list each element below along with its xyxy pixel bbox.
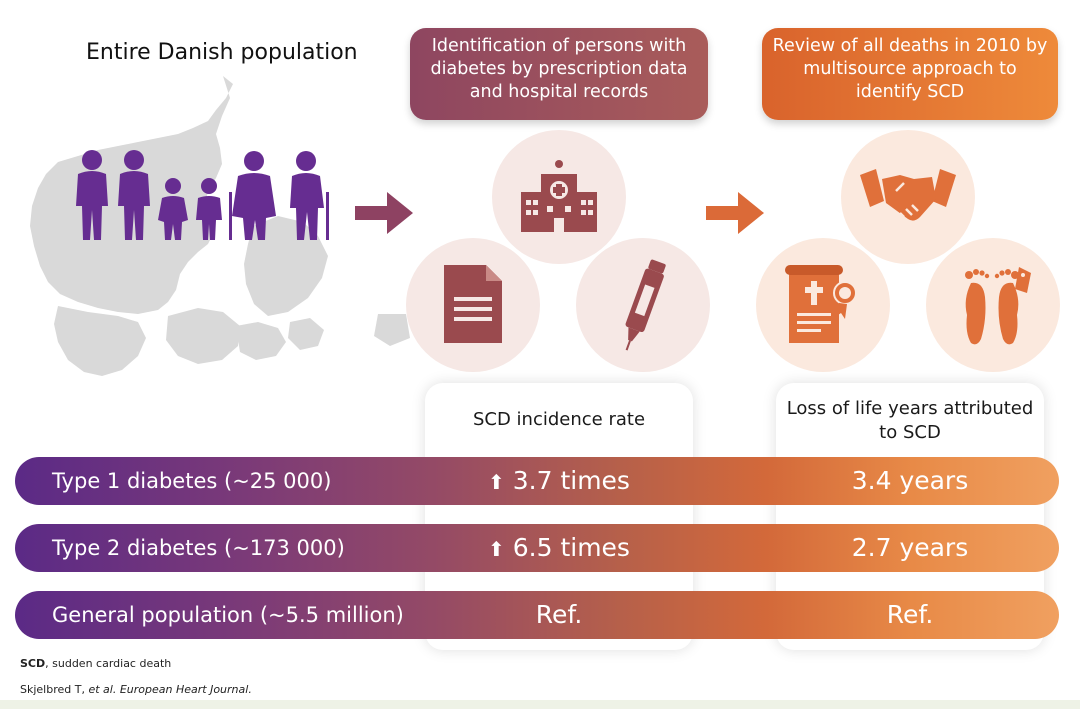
- incidence-value-text: 6.5 times: [512, 533, 630, 562]
- death-review-box: Review of all deaths in 2010 by multisou…: [762, 28, 1058, 120]
- row-label: Type 2 diabetes (~173 000): [52, 536, 345, 560]
- death-certificate-icon: [785, 265, 857, 343]
- toe-tag-circle: [926, 238, 1060, 372]
- document-icon: [444, 265, 502, 343]
- insulin-pen-circle: [576, 238, 710, 372]
- citation-journal: European Heart Journal.: [116, 683, 252, 696]
- arrow-up-icon: ⬆: [488, 470, 505, 494]
- incidence-column-header: SCD incidence rate: [472, 409, 646, 430]
- arrow-right-icon: [355, 192, 413, 234]
- life-years-value: 3.4 years: [851, 466, 969, 495]
- handshake-circle: [841, 130, 975, 264]
- incidence-value: Ref.: [535, 600, 583, 629]
- population-people: [76, 150, 329, 240]
- adult-person-icon: [76, 150, 108, 240]
- life-years-value: Ref.: [886, 600, 934, 629]
- incidence-value: ⬆ 6.5 times: [425, 524, 693, 573]
- diabetes-identification-box: Identification of persons with diabetes …: [410, 28, 708, 120]
- row-label: General population (~5.5 million): [52, 603, 404, 627]
- adult-person-icon: [118, 150, 150, 240]
- elderly-person-icon: [290, 151, 329, 240]
- document-circle: [406, 238, 540, 372]
- child-person-icon: [158, 178, 188, 240]
- child-person-icon: [196, 178, 222, 240]
- hospital-icon: [521, 160, 597, 232]
- incidence-value-text: 3.7 times: [512, 466, 630, 495]
- population-title: Entire Danish population: [86, 40, 358, 65]
- citation-etal: et al.: [88, 683, 117, 696]
- citation-footnote: Skjelbred T, et al. European Heart Journ…: [20, 683, 252, 696]
- toe-tag-feet-icon: [965, 267, 1031, 345]
- hospital-circle: [492, 130, 626, 264]
- table-row-type1: [15, 457, 1059, 505]
- table-row-type2: [15, 524, 1059, 572]
- footnote-abbr-def: , sudden cardiac death: [45, 657, 172, 670]
- insulin-pen-icon: [625, 259, 666, 351]
- handshake-icon: [860, 169, 956, 221]
- citation-author: Skjelbred T,: [20, 683, 89, 696]
- incidence-value: ⬆ 3.7 times: [425, 457, 693, 506]
- life-years-value: 2.7 years: [851, 533, 969, 562]
- death-certificate-circle: [756, 238, 890, 372]
- arrow-up-icon: ⬆: [488, 537, 505, 561]
- row-label: Type 1 diabetes (~25 000): [52, 469, 332, 493]
- elderly-person-icon: [229, 151, 276, 240]
- life-years-column-header: Loss of life years attributed to SCD: [786, 398, 1034, 443]
- footnote-abbr: SCD: [20, 657, 46, 670]
- table-row-general: [15, 591, 1059, 639]
- arrow-right-icon: [706, 192, 764, 234]
- abbreviation-footnote: SCD, sudden cardiac death: [20, 657, 171, 670]
- bottom-strip: [0, 700, 1080, 709]
